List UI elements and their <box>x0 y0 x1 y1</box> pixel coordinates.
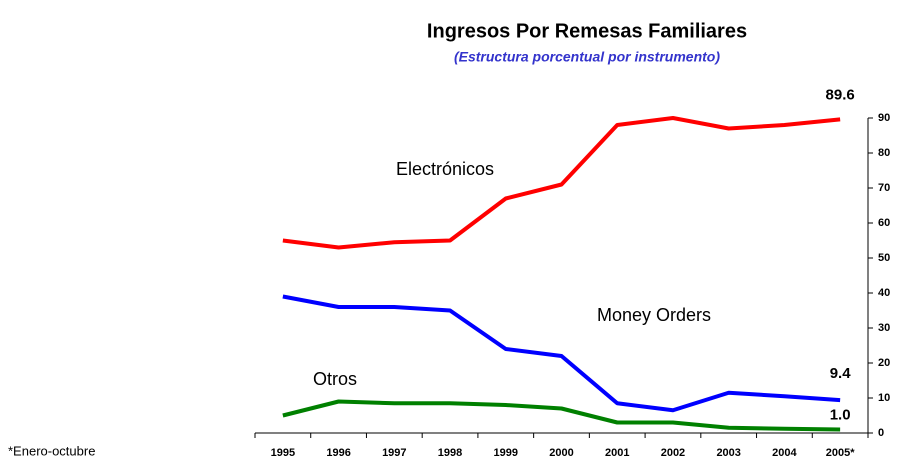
data-label: 9.4 <box>830 365 852 382</box>
x-tick-label: 1998 <box>438 447 462 459</box>
footnote: *Enero-octubre <box>8 443 95 458</box>
y-tick-label: 20 <box>878 357 890 369</box>
series-line <box>282 294 841 413</box>
x-tick-label: 2003 <box>716 447 740 459</box>
series-line <box>282 399 841 432</box>
series-label: Electrónicos <box>396 159 494 179</box>
data-label: 89.6 <box>826 86 855 103</box>
chart-title: Ingresos Por Remesas Familiares <box>427 20 747 42</box>
series-label: Otros <box>313 369 357 389</box>
y-tick-label: 10 <box>878 392 890 404</box>
y-tick-label: 30 <box>878 322 890 334</box>
x-tick-label: 1995 <box>271 447 295 459</box>
x-tick-label: 1996 <box>326 447 350 459</box>
y-tick-label: 0 <box>878 427 884 439</box>
x-tick-label: 2002 <box>661 447 685 459</box>
y-tick-label: 40 <box>878 287 890 299</box>
y-tick-label: 90 <box>878 112 890 124</box>
data-label: 1.0 <box>830 406 851 423</box>
chart-subtitle: (Estructura porcentual por instrumento) <box>454 49 720 65</box>
series-line <box>282 116 841 250</box>
x-tick-label: 2005* <box>826 447 855 459</box>
y-tick-label: 70 <box>878 182 890 194</box>
x-tick-label: 1999 <box>494 447 518 459</box>
x-tick-label: 2004 <box>772 447 797 459</box>
y-tick-label: 80 <box>878 147 890 159</box>
y-tick-label: 50 <box>878 252 890 264</box>
x-tick-label: 2001 <box>605 447 629 459</box>
series-label: Money Orders <box>597 305 711 325</box>
y-tick-label: 60 <box>878 217 890 229</box>
x-tick-label: 1997 <box>382 447 406 459</box>
x-tick-label: 2000 <box>549 447 573 459</box>
